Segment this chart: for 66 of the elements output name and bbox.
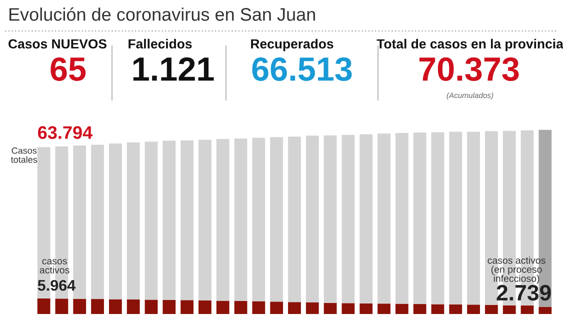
- text: Fallecidos: [128, 38, 192, 49]
- total-label: 63.794: [38, 126, 92, 139]
- text: 66.513: [252, 57, 352, 81]
- bar: [378, 134, 390, 304]
- bar: [378, 304, 390, 314]
- text: 70.373: [419, 57, 519, 81]
- bar: [360, 134, 373, 304]
- bar: [234, 138, 248, 301]
- bar: [252, 301, 266, 314]
- bar: [37, 298, 50, 314]
- bar: [324, 302, 337, 314]
- bar: [73, 298, 86, 314]
- bar: [216, 139, 230, 301]
- bar: [288, 302, 301, 314]
- chart-title: Evolución de coronavirus en San Juan: [9, 7, 315, 21]
- bar: [91, 299, 104, 314]
- bar: [144, 300, 158, 314]
- bar: [126, 299, 140, 314]
- data-label: 2.739: [496, 284, 551, 301]
- bar: [144, 142, 158, 300]
- bar: [395, 132, 408, 304]
- bar: [431, 304, 444, 314]
- bar: [180, 300, 194, 314]
- bar: [306, 302, 319, 314]
- bar: [502, 305, 516, 314]
- text: 65: [50, 57, 86, 81]
- bar: [395, 304, 408, 314]
- bar: [108, 299, 122, 314]
- bar: [162, 300, 176, 314]
- bar: [413, 304, 426, 314]
- bar: [467, 132, 480, 305]
- text: Total de casos en la provincia: [376, 38, 563, 52]
- bar: [360, 303, 373, 314]
- bar: [162, 140, 176, 300]
- annotation: casos activos (en proceso infeccioso): [488, 256, 546, 284]
- text: 1.121: [133, 57, 214, 81]
- data-label: 5.964: [38, 280, 76, 291]
- text: Casos NUEVOS: [8, 39, 106, 49]
- bar: [180, 140, 194, 300]
- bar: [413, 132, 426, 304]
- bar: [288, 136, 301, 302]
- bar: [198, 300, 212, 314]
- bar: [270, 137, 284, 302]
- bar: [234, 301, 248, 314]
- bar: [520, 306, 534, 314]
- bar: [342, 303, 355, 314]
- bar: [91, 144, 104, 300]
- bar: [198, 140, 212, 300]
- bar: [342, 134, 355, 304]
- annotation: Casos totales: [10, 147, 38, 163]
- bar: [431, 132, 444, 304]
- text: Recuperados: [251, 38, 334, 52]
- bar: [484, 304, 498, 314]
- bar: [449, 132, 462, 304]
- bar: [538, 306, 552, 314]
- bar: [252, 138, 266, 302]
- annotation: casos activos: [40, 259, 70, 274]
- bar: [55, 298, 68, 314]
- bar: [126, 142, 140, 300]
- bar: [449, 304, 462, 314]
- bar: [467, 304, 480, 314]
- bar: [324, 135, 337, 303]
- bar: [216, 300, 230, 314]
- bar: [306, 136, 319, 302]
- bar: [108, 143, 122, 300]
- bar: [270, 302, 284, 314]
